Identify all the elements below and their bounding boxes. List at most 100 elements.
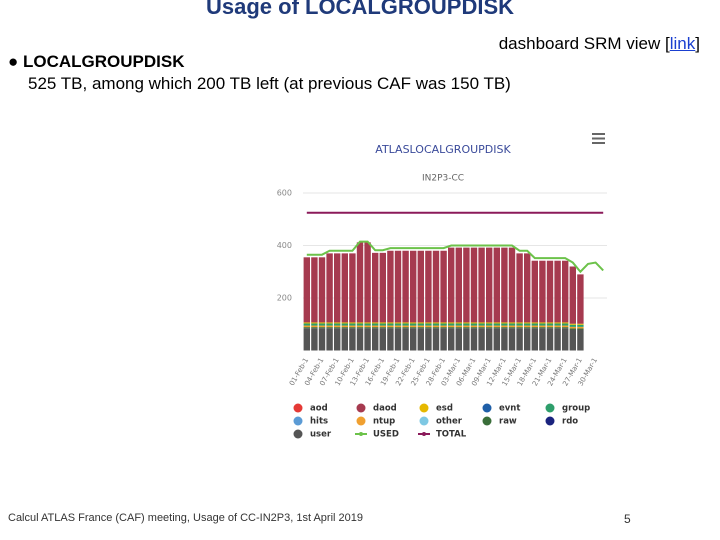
bar-segment <box>410 323 417 326</box>
bar-segment <box>531 260 538 323</box>
legend-swatch <box>482 403 492 413</box>
bar-segment <box>417 322 424 324</box>
bar-segment <box>303 325 310 328</box>
bar-segment <box>372 323 379 326</box>
legend-swatch <box>359 432 363 436</box>
bar-segment <box>562 260 569 323</box>
bar-segment <box>372 325 379 328</box>
detail: 525 TB, among which 200 TB left (at prev… <box>28 74 511 93</box>
legend-swatch <box>356 416 366 426</box>
bar-segment <box>311 323 318 326</box>
bar-segment <box>379 323 386 326</box>
bar-segment <box>432 250 440 323</box>
bar-segment <box>554 323 561 326</box>
bar-segment <box>486 247 493 323</box>
bar-segment <box>318 323 326 326</box>
bar-segment <box>387 250 394 323</box>
bar-segment <box>356 327 364 329</box>
bar-segment <box>554 328 561 351</box>
bar-segment <box>478 328 485 351</box>
bar-segment <box>562 325 569 328</box>
bar-segment <box>326 327 333 329</box>
menu-icon[interactable] <box>592 133 605 144</box>
bar-segment <box>394 327 402 329</box>
bar-segment <box>341 253 348 323</box>
bar-segment <box>440 250 447 323</box>
bar-segment <box>493 322 500 324</box>
bar-segment <box>394 250 402 323</box>
legend-label: USED <box>373 430 399 440</box>
bar-segment <box>387 322 394 324</box>
bar-segment <box>402 322 409 324</box>
bar-segment <box>311 328 318 351</box>
bar-segment <box>349 327 356 329</box>
bar-segment <box>493 323 500 326</box>
bar-segment <box>356 323 364 326</box>
bar-segment <box>539 322 546 324</box>
bar-segment <box>562 328 569 351</box>
legend-label: ntup <box>373 417 395 427</box>
bar-segment <box>394 322 402 324</box>
bar-segment <box>463 323 470 326</box>
bar-segment <box>455 325 462 328</box>
bar-segment <box>311 322 318 324</box>
legend-label: evnt <box>499 404 520 414</box>
bar-segment <box>440 323 447 326</box>
bar-segment <box>379 328 386 351</box>
bar-segment <box>326 328 333 351</box>
bar-segment <box>455 327 462 329</box>
bar-segment <box>425 250 432 323</box>
bar-segment <box>562 327 569 329</box>
bar-segment <box>546 325 554 328</box>
bullet: ● LOCALGROUPDISK <box>8 52 185 71</box>
bar-segment <box>478 247 485 323</box>
bar-segment <box>334 325 341 328</box>
bar-segment <box>524 328 531 351</box>
bar-segment <box>463 328 470 351</box>
bar-segment <box>356 325 364 328</box>
bar-segment <box>554 322 561 324</box>
bar-segment <box>425 328 432 351</box>
bar-segment <box>303 327 310 329</box>
bar-segment <box>341 323 348 326</box>
link[interactable]: link <box>669 34 696 53</box>
bar-segment <box>318 257 326 323</box>
bar-segment <box>501 328 508 351</box>
bar-segment <box>486 323 493 326</box>
bar-segment <box>432 327 440 329</box>
chart-subtitle: IN2P3-CC <box>422 174 464 184</box>
bar-segment <box>470 325 478 328</box>
legend-swatch <box>293 429 303 439</box>
bar-segment <box>387 328 394 351</box>
bar-segment <box>432 325 440 328</box>
bar-segment <box>410 325 417 328</box>
bar-segment <box>318 322 326 324</box>
bar-segment <box>516 328 523 351</box>
bar-segment <box>470 322 478 324</box>
bar-segment <box>326 325 333 328</box>
bar-segment <box>440 325 447 328</box>
bar-segment <box>349 322 356 324</box>
bar-segment <box>448 322 455 324</box>
bar-segment <box>493 327 500 329</box>
legend-swatch <box>419 416 429 426</box>
bar-segment <box>531 328 538 351</box>
bar-segment <box>455 322 462 324</box>
bar-segment <box>425 323 432 326</box>
bar-segment <box>539 327 546 329</box>
bar-segment <box>470 323 478 326</box>
bar-segment <box>562 322 569 324</box>
bar-segment <box>303 322 310 324</box>
bar-segment <box>364 242 371 323</box>
legend-label: other <box>436 417 463 427</box>
bar-segment <box>417 323 424 326</box>
bar-segment <box>372 322 379 324</box>
bar-segment <box>531 322 538 324</box>
bar-segment <box>311 327 318 329</box>
bar-segment <box>539 323 546 326</box>
bar-segment <box>326 253 333 323</box>
bar-segment <box>417 328 424 351</box>
bar-segment <box>410 322 417 324</box>
bar-segment <box>546 322 554 324</box>
